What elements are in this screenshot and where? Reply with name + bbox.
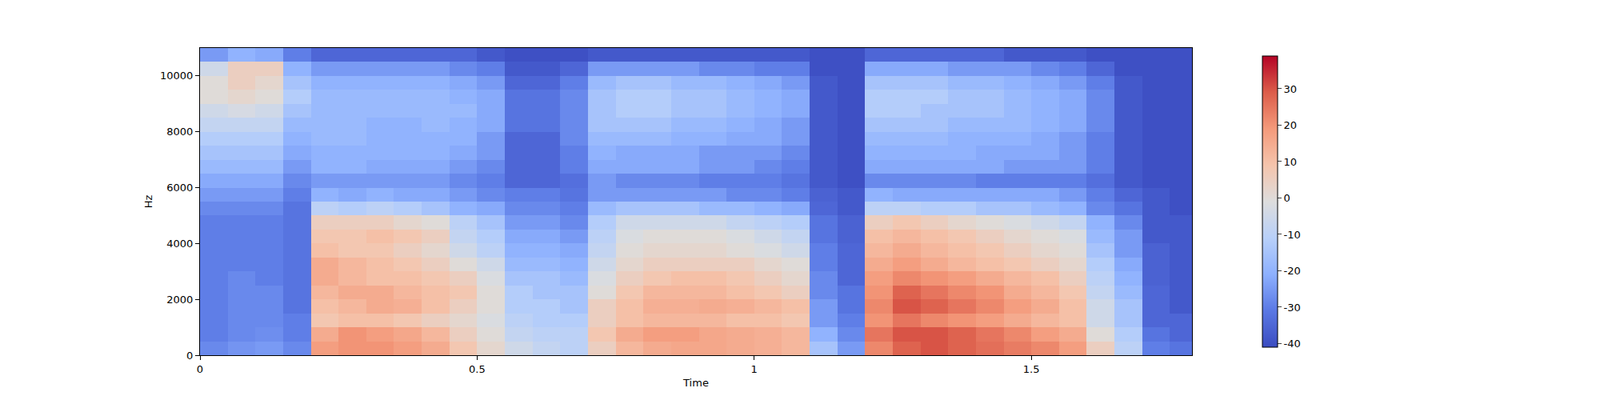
svg-text:Hz: Hz: [142, 195, 155, 209]
svg-text:10: 10: [1284, 156, 1298, 168]
svg-text:-10: -10: [1284, 228, 1301, 241]
svg-text:0: 0: [186, 349, 193, 362]
svg-text:10000: 10000: [160, 69, 193, 82]
svg-text:1.5: 1.5: [1023, 363, 1040, 376]
svg-text:30: 30: [1284, 83, 1298, 96]
svg-text:0: 0: [196, 363, 204, 376]
svg-text:2000: 2000: [166, 293, 193, 306]
svg-text:0: 0: [1284, 192, 1291, 204]
svg-text:20: 20: [1284, 119, 1298, 132]
svg-text:4000: 4000: [166, 237, 193, 250]
svg-text:-40: -40: [1284, 337, 1301, 350]
svg-text:6000: 6000: [166, 181, 193, 194]
svg-text:Time: Time: [682, 376, 709, 389]
svg-text:0.5: 0.5: [468, 363, 486, 376]
svg-text:8000: 8000: [166, 125, 193, 138]
svg-text:-20: -20: [1284, 264, 1301, 277]
svg-text:-30: -30: [1284, 301, 1301, 314]
svg-text:1: 1: [751, 363, 758, 376]
